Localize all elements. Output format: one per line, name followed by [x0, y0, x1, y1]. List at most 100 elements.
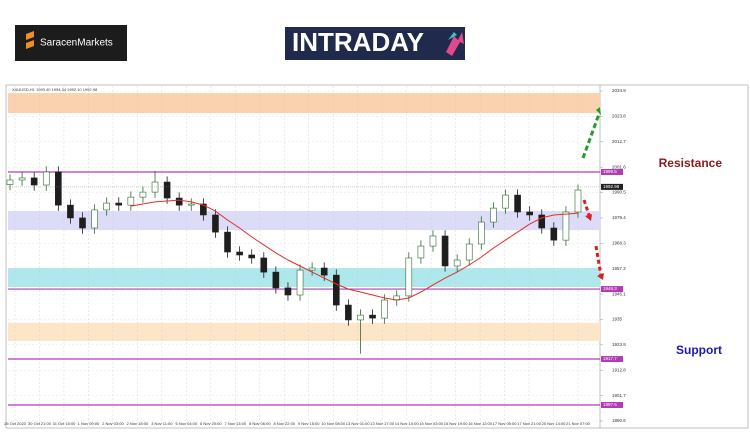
candle-body: [332, 274, 340, 306]
candle-body: [405, 257, 413, 297]
x-tick-label: 6 Nov 04:00: [176, 421, 198, 426]
y-tick-label: 1912.8: [612, 367, 626, 372]
y-tick-label: 2023.8: [612, 114, 626, 119]
candle-body: [236, 251, 243, 256]
candle-body: [453, 259, 461, 267]
last-price-tag: [601, 183, 623, 190]
y-tick-label: 1935: [612, 317, 623, 322]
y-tick-label: 1968.3: [612, 241, 626, 246]
candle-body: [441, 235, 449, 267]
zone: [8, 93, 600, 113]
up-arrow-head: [596, 107, 601, 115]
x-tick-label: 2 Nov 03:00: [102, 421, 124, 426]
x-tick-label: 10 Nov 08:00: [321, 421, 346, 426]
candle-body: [212, 214, 219, 233]
candle-body: [369, 314, 376, 319]
x-tick-label: 1 Nov 09:00: [78, 421, 100, 426]
up-arrow: [581, 113, 601, 159]
candle-body: [357, 314, 364, 321]
candle-body: [526, 211, 533, 216]
level-tag: [601, 168, 623, 175]
plot: 1999.5 Resistance 1948.3 1917.7 Support 1897.…: [6, 156, 723, 408]
y-tick-label: 1923.9: [612, 342, 626, 347]
logo-icon: [448, 32, 457, 40]
candle-body: [550, 227, 558, 241]
candle-body: [417, 245, 425, 259]
y-tick-label: 1901.7: [612, 393, 626, 398]
level-label: Support: [676, 343, 722, 357]
x-tick-label: 14 Nov 10:00: [395, 421, 420, 426]
candle-body: [345, 304, 352, 321]
logo-left: INTRA: [292, 27, 372, 57]
level-tag: [601, 356, 623, 363]
x-tick-label: 8 Nov 22:00: [273, 421, 295, 426]
y-tick-label: 2012.7: [612, 139, 626, 144]
y-tick-label: 1957.2: [612, 266, 626, 271]
logo-text: INTRADAY: [292, 27, 424, 57]
candle-body: [502, 194, 509, 209]
y-tick-label: 1946.1: [612, 291, 626, 296]
level-value: 1999.5: [603, 169, 617, 174]
x-tick-label: 31 Oct 15:00: [53, 421, 77, 426]
candle-body: [163, 181, 171, 199]
candle-body: [562, 211, 570, 241]
zone: [8, 211, 600, 231]
candle-body: [224, 231, 231, 253]
level-value: 1917.7: [603, 356, 617, 361]
x-tick-label: 17 Nov 21:00: [517, 421, 542, 426]
candle-body: [42, 171, 50, 186]
down-arrow: [594, 245, 603, 277]
candle-body: [574, 189, 582, 213]
chart-frame: [5, 84, 749, 429]
brand-name: SaracenMarkets: [40, 38, 113, 49]
candle-body: [127, 196, 135, 206]
x-tick-label: 16 Nov 12:00: [468, 421, 493, 426]
candle-body: [320, 267, 328, 276]
level-value: 1897.6: [603, 402, 617, 407]
candle-body: [200, 203, 207, 216]
candle-body: [103, 202, 110, 211]
y-tick-label: 1979.4: [612, 215, 626, 220]
x-tick-label: 26 Oct 2023: [4, 421, 27, 426]
intraday-logo: [285, 27, 465, 60]
zone: [8, 268, 600, 287]
x-tick-label: 21 Nov 07:00: [566, 421, 591, 426]
candle-body: [175, 197, 183, 206]
x-tick-label: 7 Nov 13:00: [225, 421, 247, 426]
chart-title: XAUUSD,H1 1993.40 1994.34 1992.10 1992.9…: [12, 87, 98, 92]
candle-body: [18, 177, 26, 181]
x-tick-label: 6 Nov 20:00: [200, 421, 222, 426]
level-tag: [601, 401, 623, 408]
candle-body: [478, 221, 485, 245]
x-tick-label: 13 Nov 17:00: [370, 421, 395, 426]
last-price: 1992.98: [603, 184, 620, 189]
level-label: Resistance: [659, 156, 723, 170]
candle-body: [260, 257, 268, 273]
zones: [8, 93, 600, 341]
down-arrow: [582, 199, 591, 216]
x-tick-label: 15 Nov 03:00: [419, 421, 444, 426]
candle-body: [514, 194, 521, 213]
candle-body: [115, 202, 123, 206]
candle-body: [465, 243, 473, 261]
down-arrow-head: [585, 214, 592, 221]
candle-body: [91, 209, 98, 229]
x-tick-label: 3 Nov 11:00: [151, 421, 173, 426]
x-tick-label: 2 Nov 18:00: [127, 421, 149, 426]
candle-body: [187, 203, 195, 206]
candle-body: [67, 204, 74, 219]
candle-body: [429, 235, 437, 247]
candle-body: [30, 177, 38, 186]
candle-body: [381, 299, 388, 319]
y-tick-label: 1990.5: [612, 190, 626, 195]
x-tick-label: 15 Nov 19:00: [444, 421, 469, 426]
y-tick-label: 2034.9: [612, 88, 626, 93]
down-arrow-head: [597, 273, 604, 280]
y-tick-label: 1890.6: [612, 418, 626, 423]
level-tag: [601, 286, 623, 293]
moving-average: [130, 199, 579, 301]
candle-body: [272, 271, 280, 289]
candle-body: [296, 269, 304, 296]
candle-body: [284, 287, 292, 296]
